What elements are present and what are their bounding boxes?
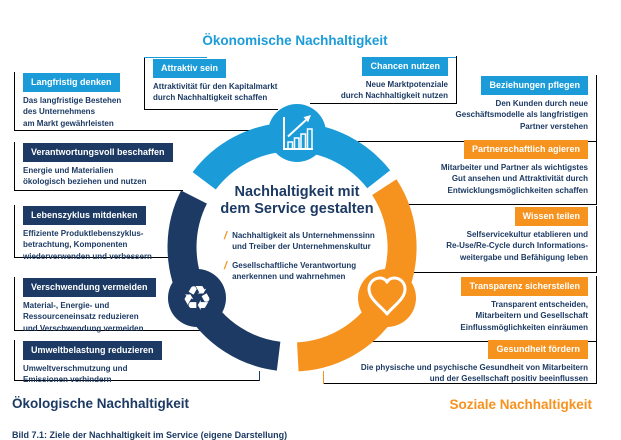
center-title: Nachhaltigkeit mit dem Service gestalten [220,184,374,218]
bullet-slash-icon: / [223,229,229,242]
heart-icon [358,269,416,327]
callout-label: Umweltbelastung reduzieren [23,341,162,361]
callout-desc: Das langfristige Bestehen des Unternehme… [23,96,122,128]
callout-label: Verschwendung vermeiden [23,278,156,298]
svg-text:♻: ♻ [182,279,212,319]
callout-verschwendung-vermeiden: Verschwendung vermeiden Material-, Energ… [14,277,201,333]
growth-chart-icon [268,104,326,162]
callout-desc: Mitarbeiter und Partner als wichtigstes … [440,163,588,195]
callout-wissen-teilen: Wissen teilen Selfservicekultur etablier… [412,206,597,273]
callout-desc: Selfservicekultur etablieren und Re-Use/… [446,230,588,262]
callout-label: Partnerschaftlich agieren [463,140,588,160]
callout-label: Verantwortungsvoll beschaffen [23,143,173,163]
callout-chancen-nutzen: Chancen nutzen Neue Marktpotenziale durc… [310,56,457,104]
callout-desc: Den Kunden durch neue Geschäftsmodelle a… [455,99,588,131]
callout-label: Gesundheit fördern [488,340,588,360]
callout-desc: Effiziente Produktlebenszyklus- betracht… [23,229,152,261]
callout-lebenszyklus-mitdenken: Lebenszyklus mitdenken Effiziente Produk… [14,205,168,261]
center-bullet: / Gesellschaftliche Verantwortung anerke… [223,260,357,282]
center-bullet: / Nachhaltigkeit als Unternehmenssinn un… [223,229,375,251]
heading-economic: Ökonomische Nachhaltigkeit [202,33,388,48]
callout-partnerschaftlich-agieren: Partnerschaftlich agieren Mitarbeiter un… [408,139,597,205]
callout-transparenz-sicherstellen: Transparenz sicherstellen Transparent en… [372,276,597,342]
heading-line-left [144,57,207,58]
center-statement: Nachhaltigkeit mit dem Service gestalten… [212,184,382,291]
callout-label: Wissen teilen [514,207,588,227]
center-bullets: / Nachhaltigkeit als Unternehmenssinn un… [212,230,382,283]
recycle-icon: ♻ [168,269,226,327]
callout-desc: Die physische und psychische Gesundheit … [360,363,588,384]
callout-umweltbelastung-reduzieren: Umweltbelastung reduzieren Umweltverschm… [14,340,260,384]
callout-label: Attraktiv sein [153,59,227,79]
callout-desc: Transparent entscheiden, Mitarbeitern un… [460,300,588,332]
callout-verantwortungsvoll-beschaffen: Verantwortungsvoll beschaffen Energie un… [14,142,183,191]
heading-social: Soziale Nachhaltigkeit [449,397,592,412]
callout-label: Lebenszyklus mitdenken [23,206,146,226]
leader-jog-ecological [259,371,260,381]
callout-label: Langfristig denken [23,73,120,93]
callout-gesundheit-foerdern: Gesundheit fördern Die physische und psy… [323,339,597,384]
bullet-slash-icon: / [223,260,229,273]
callout-desc: Material-, Energie- und Ressourceneinsat… [23,301,144,333]
callout-label: Chancen nutzen [362,57,448,77]
callout-desc: Attraktivität für den Kapitalmarkt durch… [153,82,278,103]
callout-desc: Neue Marktpotenziale durch Nachhaltigkei… [340,80,448,101]
callout-beziehungen-pflegen: Beziehungen pflegen Den Kunden durch neu… [358,75,597,142]
callout-label: Transparenz sicherstellen [461,277,588,297]
callout-desc: Energie und Materialien ökologisch bezie… [23,166,147,187]
leader-jog-social [323,371,324,384]
callout-langfristig-denken: Langfristig denken Das langfristige Best… [14,72,251,131]
callout-attraktiv-sein: Attraktiv sein Attraktivität für den Kap… [144,58,278,110]
heading-ecological: Ökologische Nachhaltigkeit [12,396,190,411]
callout-desc: Umweltverschmutzung und Emissionen verhi… [23,364,128,385]
callout-label: Beziehungen pflegen [481,76,588,96]
figure-caption: Bild 7.1: Ziele der Nachhaltigkeit im Se… [12,430,288,440]
